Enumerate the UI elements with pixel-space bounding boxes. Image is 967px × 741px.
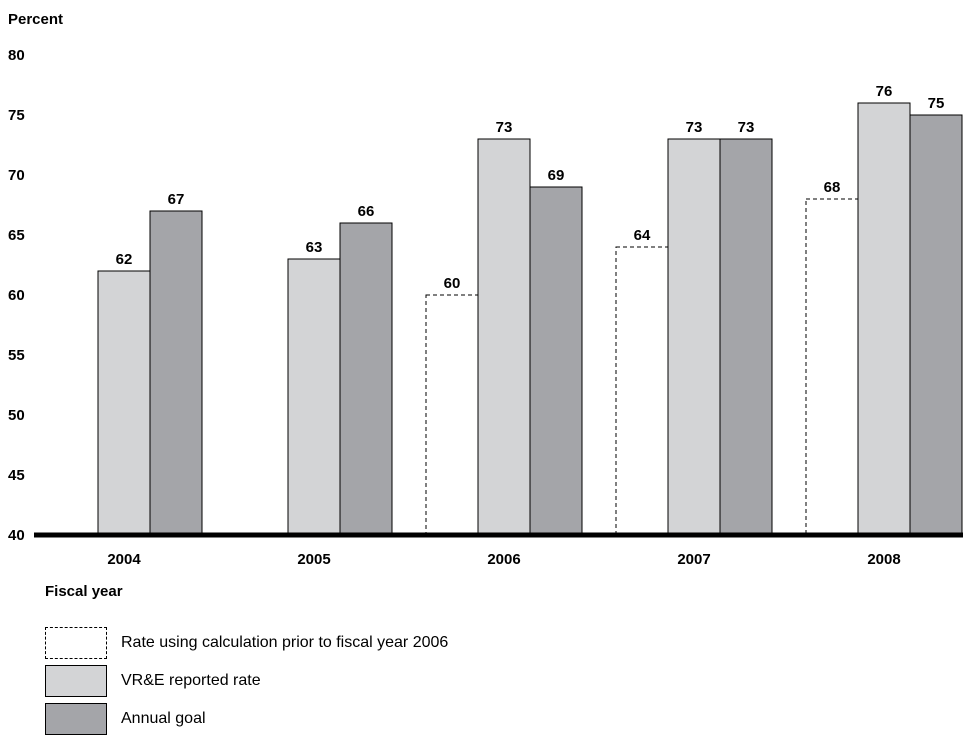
bar <box>615 246 669 536</box>
data-label: 67 <box>168 191 185 208</box>
x-tick-label: 2008 <box>867 551 900 568</box>
y-axis-label: Percent <box>8 11 63 28</box>
x-tick-label: 2005 <box>297 551 330 568</box>
legend-swatch-dashed <box>45 627 107 659</box>
y-tick-label: 60 <box>8 287 25 304</box>
data-label: 73 <box>738 119 755 136</box>
y-tick-label: 40 <box>8 527 25 544</box>
x-tick-label: 2006 <box>487 551 520 568</box>
data-label: 73 <box>496 119 513 136</box>
legend-label: Rate using calculation prior to fiscal y… <box>121 634 449 651</box>
x-tick-labels: 2004 2005 2006 2007 2008 <box>107 551 900 568</box>
x-tick-label: 2004 <box>107 551 141 568</box>
y-tick-label: 65 <box>8 227 25 244</box>
bar <box>287 258 341 536</box>
y-tick-labels: 40 45 50 55 60 65 70 75 80 <box>8 47 25 544</box>
y-tick-label: 55 <box>8 347 25 364</box>
legend-swatch-dark <box>45 703 107 735</box>
legend-item-annual-goal: Annual goal <box>45 702 448 736</box>
bar <box>909 114 963 536</box>
data-label: 66 <box>358 203 375 220</box>
bar <box>805 198 859 536</box>
data-label: 73 <box>686 119 703 136</box>
bar <box>339 222 393 536</box>
bar <box>149 210 203 536</box>
data-label: 64 <box>634 227 651 244</box>
data-label: 68 <box>824 179 841 196</box>
data-label: 63 <box>306 239 323 256</box>
x-axis-label: Fiscal year <box>45 583 123 600</box>
bar <box>719 138 773 536</box>
bar <box>667 138 721 536</box>
data-label: 76 <box>876 83 893 100</box>
bar <box>97 270 151 536</box>
bar <box>425 294 479 536</box>
bar <box>857 102 911 536</box>
data-label: 60 <box>444 275 461 292</box>
bar <box>477 138 531 536</box>
data-label: 62 <box>116 251 133 268</box>
y-tick-label: 45 <box>8 467 25 484</box>
legend-label: VR&E reported rate <box>121 672 261 689</box>
data-labels: 62 67 63 66 60 73 69 64 73 73 68 76 75 <box>116 83 945 292</box>
y-tick-label: 80 <box>8 47 25 64</box>
legend-item-reported-rate: VR&E reported rate <box>45 664 448 698</box>
y-tick-label: 50 <box>8 407 25 424</box>
legend-item-prior-calculation: Rate using calculation prior to fiscal y… <box>45 626 448 660</box>
data-label: 69 <box>548 167 565 184</box>
data-label: 75 <box>928 95 945 112</box>
x-tick-label: 2007 <box>677 551 710 568</box>
bar <box>529 186 583 536</box>
y-tick-label: 75 <box>8 107 25 124</box>
y-tick-label: 70 <box>8 167 25 184</box>
bars <box>97 102 963 536</box>
legend-label: Annual goal <box>121 710 206 727</box>
legend-swatch-light <box>45 665 107 697</box>
legend: Rate using calculation prior to fiscal y… <box>45 626 448 740</box>
